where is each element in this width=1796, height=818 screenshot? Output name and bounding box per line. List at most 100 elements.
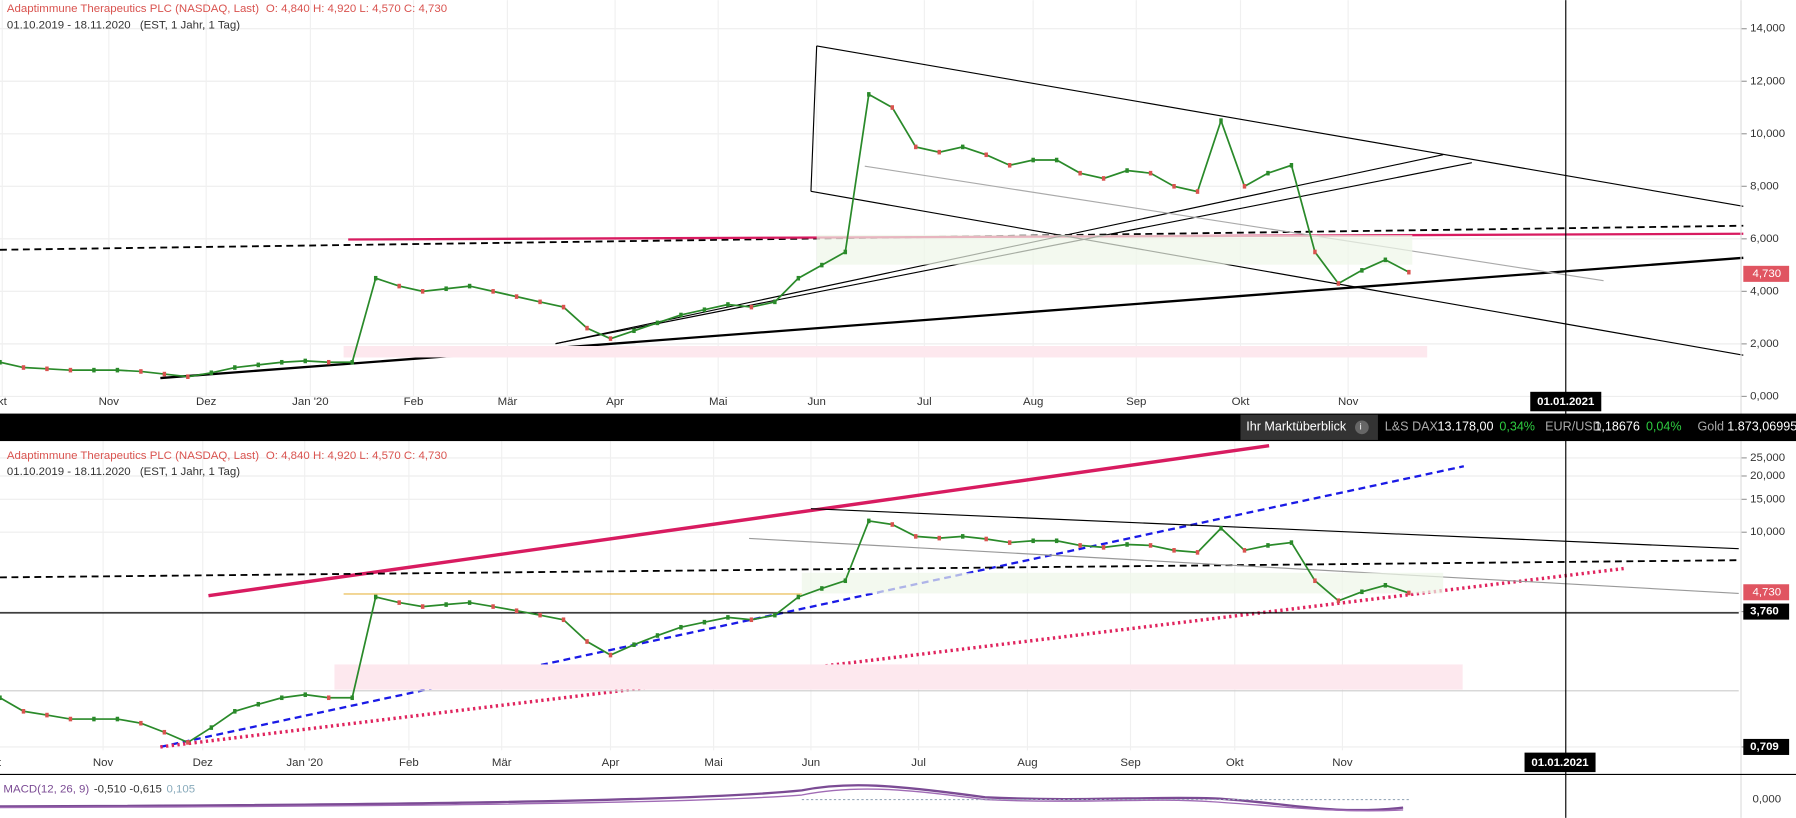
candle xyxy=(1383,582,1388,588)
candle xyxy=(1172,548,1176,553)
candle xyxy=(491,289,495,294)
grid-lines xyxy=(0,0,1747,751)
price-label: 4,730 xyxy=(1752,268,1781,280)
x-tick-label: Dez xyxy=(196,396,217,408)
candle xyxy=(1383,257,1388,263)
date-range: 01.10.2019 - 18.11.2020 xyxy=(7,466,131,478)
candle xyxy=(702,619,707,625)
candle xyxy=(514,608,519,614)
candle xyxy=(632,642,636,647)
macd-values: -0,510 -0,615 xyxy=(94,783,162,795)
candle xyxy=(1195,550,1200,555)
x-tick-label: Mai xyxy=(704,757,722,769)
candle xyxy=(233,365,237,370)
candle xyxy=(1242,184,1247,189)
info-icon-text: i xyxy=(1360,422,1362,432)
y-tick-label: 10,000 xyxy=(1750,128,1785,140)
y-tick-label: 0,000 xyxy=(1750,390,1779,402)
candle xyxy=(1289,162,1294,168)
candle xyxy=(1289,540,1294,545)
candle xyxy=(1148,170,1153,176)
candle xyxy=(843,249,848,255)
x-tick-label: Apr xyxy=(602,757,620,769)
x-tick-label: Nov xyxy=(93,757,114,769)
candle xyxy=(233,709,237,714)
candle xyxy=(608,652,613,658)
candle xyxy=(632,328,636,334)
ticker-label[interactable]: Ihr Marktüberblick xyxy=(1246,420,1347,434)
candle xyxy=(538,612,542,618)
candle xyxy=(280,695,284,701)
candle xyxy=(561,617,566,623)
candle xyxy=(890,522,894,527)
candle xyxy=(21,709,26,714)
level-line xyxy=(343,593,802,595)
drawings xyxy=(0,45,1744,749)
x-tick-label: Jan '20 xyxy=(286,757,323,769)
ticker-price: 13.178,00 xyxy=(1437,420,1493,434)
ticker-name: L&S DAX xyxy=(1385,420,1439,434)
x-tick-label: Nov xyxy=(1338,396,1359,408)
channel-bottom xyxy=(810,190,1744,356)
y-tick-label: 20,000 xyxy=(1750,470,1785,482)
y-tick-label: 8,000 xyxy=(1750,180,1779,192)
candle xyxy=(1360,268,1364,273)
candle xyxy=(984,152,988,158)
params: (EST, 1 Jahr, 1 Tag) xyxy=(140,19,240,31)
candle xyxy=(726,302,730,307)
candle xyxy=(749,617,754,623)
candle xyxy=(679,312,683,318)
candle xyxy=(890,105,894,110)
ticker-change: 0,34% xyxy=(1499,420,1535,434)
candle xyxy=(1195,189,1200,194)
candle xyxy=(92,367,96,373)
candle xyxy=(115,716,120,722)
candle xyxy=(1360,589,1364,595)
candle xyxy=(139,369,143,374)
candle xyxy=(186,374,190,379)
grey-line xyxy=(749,537,1739,594)
candle xyxy=(1407,590,1411,596)
candle xyxy=(843,578,848,584)
candle xyxy=(420,604,425,609)
candle xyxy=(820,262,824,268)
candle xyxy=(162,729,167,735)
candle xyxy=(280,359,284,365)
price-label: 4,730 xyxy=(1752,586,1781,598)
ticker-price: 1,18676 xyxy=(1594,420,1639,434)
candle xyxy=(538,299,542,305)
macd-tick: 0,000 xyxy=(1752,794,1781,806)
x-tick-label: Feb xyxy=(399,757,419,769)
date-box xyxy=(1530,391,1602,412)
x-tick-label: Aug xyxy=(1017,757,1037,769)
date-box xyxy=(1524,752,1596,773)
candle xyxy=(444,602,448,607)
x-tick-label: Apr xyxy=(606,396,624,408)
x-tick-label: Sep xyxy=(1126,396,1146,408)
zone xyxy=(343,346,1428,358)
candle xyxy=(373,594,378,600)
candle xyxy=(867,518,871,524)
candle xyxy=(373,275,378,281)
candle xyxy=(749,304,754,310)
info-icon[interactable] xyxy=(1355,420,1369,435)
candle xyxy=(1266,170,1270,176)
candle xyxy=(397,283,401,289)
candle xyxy=(914,144,918,150)
candle xyxy=(702,307,707,313)
price-box xyxy=(1743,265,1790,282)
candle xyxy=(1101,545,1106,550)
y-tick-label: 12,000 xyxy=(1750,75,1785,87)
candle xyxy=(514,294,519,299)
ticker-name: Gold xyxy=(1697,420,1724,434)
x-tick-label: Dez xyxy=(193,757,214,769)
x-tick-label: Jul xyxy=(911,757,926,769)
candle xyxy=(655,633,660,638)
y-tick-label: 10,000 xyxy=(1750,526,1785,538)
x-tick-label: Mär xyxy=(498,396,518,408)
y-tick-label: 2,000 xyxy=(1750,338,1779,350)
candle xyxy=(397,600,401,605)
candle xyxy=(115,367,120,373)
x-tick-label: Jul xyxy=(917,396,932,408)
